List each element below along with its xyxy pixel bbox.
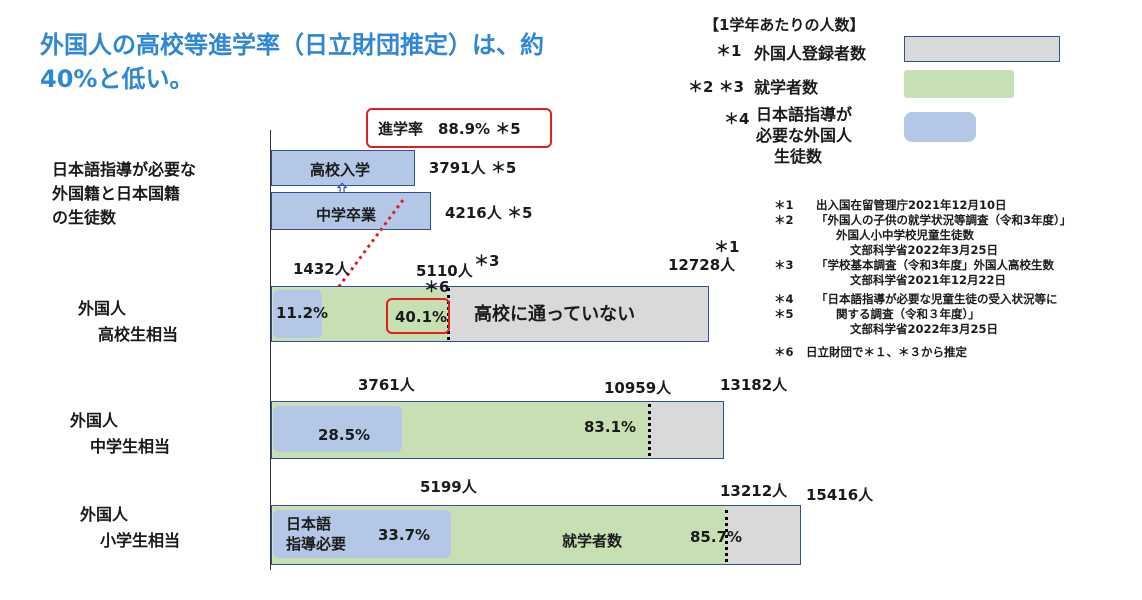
group-label-line: 外国人 <box>70 411 119 430</box>
category-axis-line <box>270 130 271 570</box>
enrolled-text-elementary: 就学者数 <box>562 532 623 550</box>
total-mark-high-school: ＊1 <box>714 238 740 256</box>
note-row: ＊2 「外国人の子供の就学状況等調査（令和3年度）」 <box>774 213 1072 227</box>
enrolled-count-high-school: 5110人 <box>416 262 473 280</box>
top-label-line-3: の生徒数 <box>52 208 117 227</box>
group-label-line: 中学生相当 <box>90 437 171 456</box>
source-notes: ＊1 出入国在留管理庁2021年12月10日 ＊2 「外国人の子供の就学状況等調査（… <box>774 198 1071 360</box>
legend-swatch-registered <box>904 36 1060 62</box>
legend-jsl-line-2: 必要な外国人 <box>756 126 853 145</box>
chart-title: 外国人の高校等進学率（日立財団推定）は、約 40%と低い。 <box>40 28 544 96</box>
title-line-2: 40%と低い。 <box>40 65 194 93</box>
legend-header: 【1学年あたりの人数】 <box>704 16 865 34</box>
legend-mark-registered: ＊1 <box>716 42 742 60</box>
top-label-line-2: 外国籍と日本国籍 <box>52 184 181 203</box>
group-label-line: 外国人 <box>78 299 127 318</box>
bar-label-high-school-entry: 高校入学 <box>310 161 371 179</box>
top-label-line-1: 日本語指導が必要な <box>52 160 197 179</box>
jsl-count-junior-high: 3761人 <box>358 376 415 394</box>
enrolled-pct-high-school: 40.1% <box>395 308 448 326</box>
bar-jsl-elementary <box>272 510 452 558</box>
bar-junior-high-graduation <box>271 192 431 230</box>
legend-label-jsl: 日本語指導が 必要な外国人 生徒数 <box>756 104 852 167</box>
legend-swatch-jsl <box>904 112 976 142</box>
pct-mark-high-school: ＊6 <box>424 278 450 296</box>
title-line-1: 外国人の高校等進学率（日立財団推定）は、約 <box>40 31 544 59</box>
group-label-high-school: 外国人 高校生相当 <box>78 296 178 348</box>
legend-label-registered: 外国人登録者数 <box>754 44 867 63</box>
enrolled-rate-highlight-box <box>386 298 450 334</box>
group-label-line: 外国人 <box>80 505 129 524</box>
note-row: 外国人小中学校児童生徒数 <box>836 228 974 242</box>
legend-jsl-line-1: 日本語指導が <box>756 105 853 124</box>
legend-label-enrolled: 就学者数 <box>754 78 819 97</box>
jsl-count-high-school: 1432人 <box>293 260 350 278</box>
total-count-junior-high: 13182人 <box>720 376 788 394</box>
enrolled-boundary-elementary <box>725 510 729 562</box>
enrolled-mark-high-school: ＊3 <box>474 252 500 270</box>
group-label-junior-high: 外国人 中学生相当 <box>70 408 170 460</box>
total-count-elementary: 15416人 <box>806 486 874 504</box>
enrolled-pct-junior-high: 83.1% <box>584 418 637 436</box>
legend-mark-enrolled: ＊2 ＊3 <box>688 78 745 96</box>
value-label-junior-high-graduation: 4216人 ＊5 <box>445 204 533 222</box>
enrolled-count-elementary: 13212人 <box>720 482 788 500</box>
not-in-high-school-label: 高校に通っていない <box>474 304 636 325</box>
note-row: 文部科学省2021年12月22日 <box>850 273 1007 287</box>
jsl-text-line: 日本語 <box>286 515 332 533</box>
jsl-pct-elementary: 33.7% <box>378 526 431 544</box>
rate-highlight-box <box>366 108 552 148</box>
legend-jsl-line-3: 生徒数 <box>774 147 823 166</box>
value-label-high-school-entry: 3791人 ＊5 <box>428 159 517 177</box>
jsl-text-line: 指導必要 <box>286 535 347 553</box>
jsl-pct-high-school: 11.2% <box>276 304 329 322</box>
note-row: ＊6 日立財団で＊１、＊３から推定 <box>774 345 967 359</box>
note-row: ＊5 関する調査（令和３年度）」 <box>774 307 980 321</box>
note-row: 文部科学省2022年3月25日 <box>850 322 999 336</box>
legend-mark-jsl: ＊4 <box>724 110 750 128</box>
bar-high-school-entry <box>271 150 415 186</box>
bar-label-junior-high-graduation: 中学卒業 <box>316 206 377 224</box>
enrolled-count-junior-high: 10959人 <box>604 379 672 397</box>
jsl-count-elementary: 5199人 <box>420 478 477 496</box>
total-count-high-school: 12728人 <box>668 256 736 274</box>
rate-label: 進学率 88.9% ＊5 <box>378 120 521 138</box>
note-row: ＊1 出入国在留管理庁2021年12月10日 <box>774 198 1007 212</box>
note-row: ＊4 「日本語指導が必要な児童生徒の受入状況等に <box>774 292 1058 306</box>
jsl-pct-junior-high: 28.5% <box>318 426 371 444</box>
jsl-text-elementary: 日本語 指導必要 <box>286 514 346 554</box>
group-label-line: 小学生相当 <box>100 531 181 550</box>
note-row: 文部科学省2022年3月25日 <box>850 243 999 257</box>
enrolled-boundary-junior-high <box>647 404 651 456</box>
top-group-label: 日本語指導が必要な 外国籍と日本国籍 の生徒数 <box>52 158 196 230</box>
note-row: ＊3 「学校基本調査（令和3年度」外国人高校生数 <box>774 258 1054 272</box>
group-label-elementary: 外国人 小学生相当 <box>80 502 180 554</box>
legend-swatch-enrolled <box>904 70 1014 98</box>
bar-jsl-junior-high <box>272 406 402 452</box>
group-label-line: 高校生相当 <box>98 325 179 344</box>
enrolled-pct-elementary: 85.7% <box>690 528 743 546</box>
bar-jsl-high-school <box>272 290 322 338</box>
